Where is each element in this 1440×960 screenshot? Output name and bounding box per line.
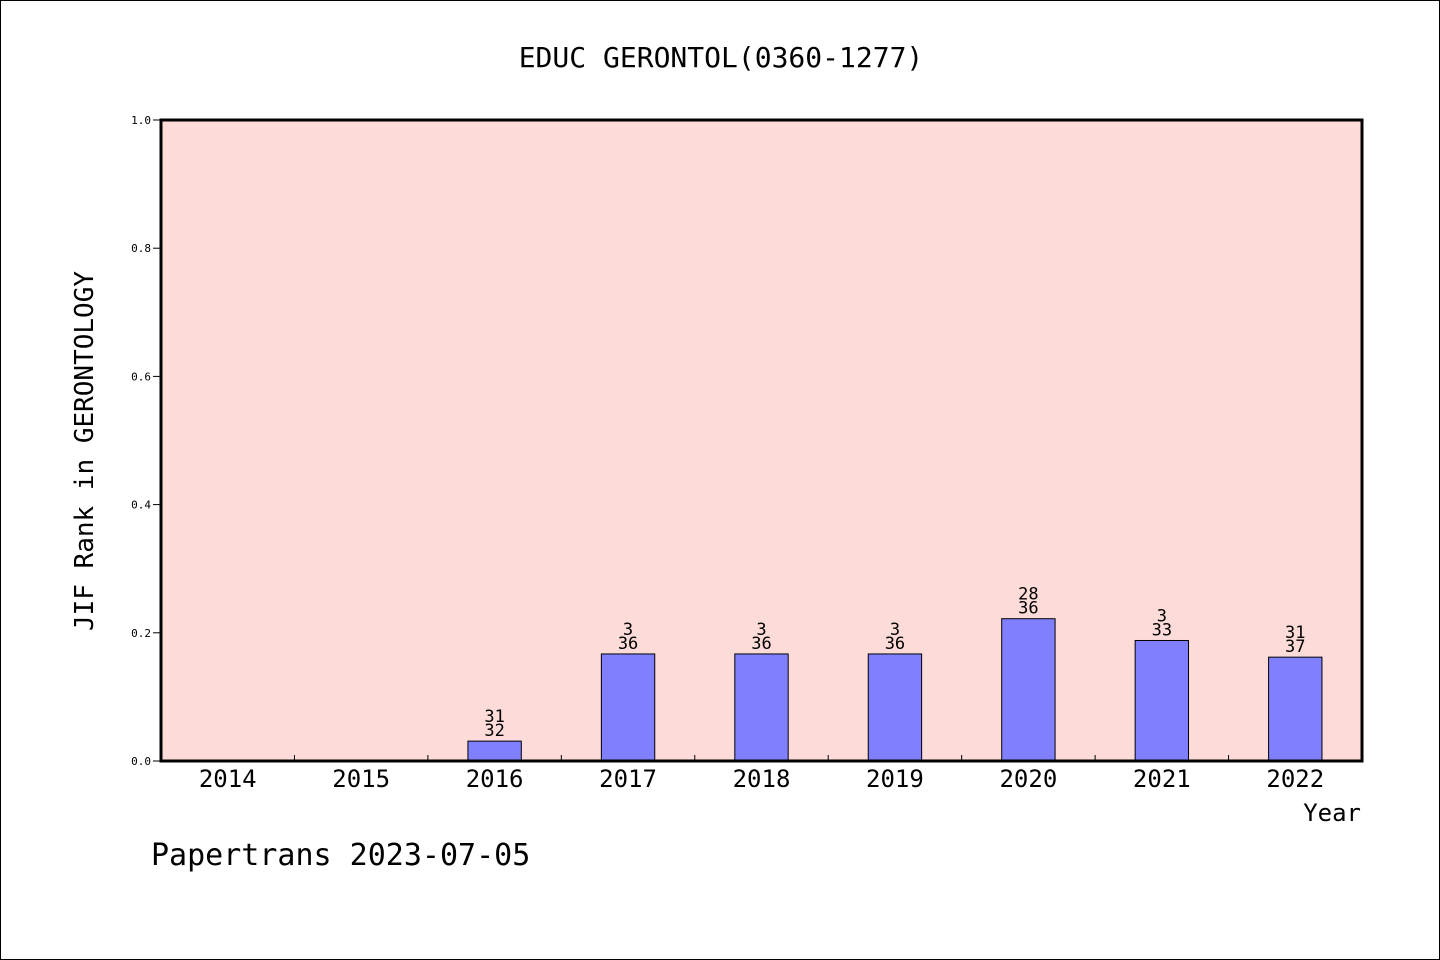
- bar-rank-label: 31: [484, 707, 504, 727]
- y-tick-label: 0.6: [131, 370, 151, 383]
- x-axis: 2014 2015 2016 2017 2018 2019 2020 2021 2022: [199, 755, 1324, 793]
- bar-total-label: 37: [1285, 637, 1305, 657]
- bar-total-label: 36: [618, 634, 638, 654]
- x-tick-label: 2022: [1266, 765, 1324, 793]
- x-tick-label: 2018: [733, 765, 791, 793]
- footer-credit: Papertrans 2023-07-05: [151, 838, 530, 873]
- y-tick-label: 1.0: [131, 114, 151, 127]
- y-axis-label: JIF Rank in GERONTOLOGY: [70, 271, 100, 631]
- bar-rank-label: 3: [623, 620, 633, 640]
- x-tick-label: 2020: [999, 765, 1057, 793]
- chart-title: EDUC GERONTOL(0360-1277): [519, 41, 924, 74]
- bar-total-label: 36: [1018, 599, 1038, 619]
- bar-total-label: 32: [484, 721, 504, 741]
- y-tick-label: 0.2: [131, 627, 151, 640]
- x-tick-label: 2016: [466, 765, 524, 793]
- bar-rank-label: 3: [890, 620, 900, 640]
- bar: [467, 740, 522, 762]
- y-tick-label: 0.8: [131, 242, 151, 255]
- bar: [734, 653, 789, 762]
- plot-border: [159, 118, 1364, 763]
- bar-rank-label: 31: [1285, 623, 1305, 643]
- bar-total-label: 36: [751, 634, 771, 654]
- bar-total-label: 36: [885, 634, 905, 654]
- bar: [600, 653, 656, 762]
- bar-rank-label: 3: [756, 620, 766, 640]
- bar-rank-label: 28: [1018, 585, 1038, 605]
- x-tick-label: 2019: [866, 765, 924, 793]
- bar: [1268, 656, 1323, 762]
- x-tick-label: 2014: [199, 765, 257, 793]
- x-tick-label: 2021: [1133, 765, 1191, 793]
- bar: [1134, 639, 1190, 762]
- bar: [867, 653, 923, 762]
- y-axis: 0.0 0.2 0.4 0.6 0.8 1.0: [131, 114, 161, 768]
- x-tick-label: 2015: [332, 765, 390, 793]
- y-tick-label: 0.4: [131, 499, 151, 512]
- bar-total-label: 33: [1152, 620, 1172, 640]
- bar-rank-label: 3: [1157, 606, 1167, 626]
- y-tick-label: 0.0: [131, 755, 151, 768]
- x-tick-label: 2017: [599, 765, 657, 793]
- x-axis-label: Year: [1303, 799, 1361, 827]
- bar: [1001, 618, 1056, 762]
